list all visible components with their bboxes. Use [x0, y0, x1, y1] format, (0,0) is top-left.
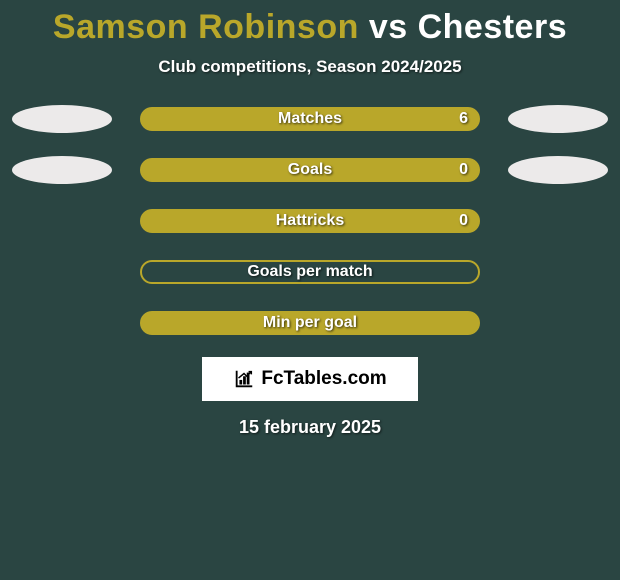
subtitle: Club competitions, Season 2024/2025: [0, 57, 620, 77]
branding-text: FcTables.com: [261, 368, 386, 390]
page-title: Samson Robinson vs Chesters: [0, 0, 620, 47]
stat-bar: Matches 6: [140, 107, 480, 131]
bar-chart-icon: [233, 368, 255, 390]
title-player2: Chesters: [418, 8, 568, 46]
stat-bar: Min per goal: [140, 311, 480, 335]
branding-box: FcTables.com: [202, 357, 418, 401]
stat-bar: Goals 0: [140, 158, 480, 182]
footer-date: 15 february 2025: [0, 417, 620, 438]
stat-label: Hattricks: [276, 212, 344, 230]
stats-container: Matches 6 Goals 0 Hattricks 0 Goals per match M…: [0, 105, 620, 337]
stat-label: Matches: [278, 110, 342, 128]
stat-bar: Goals per match: [140, 260, 480, 284]
player-marker-left: [12, 105, 112, 133]
stat-row: Goals 0: [0, 156, 620, 184]
player-marker-right: [508, 105, 608, 133]
stat-value: 0: [459, 161, 468, 179]
stat-row: Hattricks 0: [0, 207, 620, 235]
title-vs: vs: [369, 8, 408, 46]
stat-row: Goals per match: [0, 258, 620, 286]
stat-row: Matches 6: [0, 105, 620, 133]
player-marker-left: [12, 156, 112, 184]
stat-bar: Hattricks 0: [140, 209, 480, 233]
stat-label: Goals: [288, 161, 332, 179]
stat-value: 6: [459, 110, 468, 128]
stat-label: Goals per match: [247, 263, 372, 281]
stat-value: 0: [459, 212, 468, 230]
title-player1: Samson Robinson: [53, 8, 359, 46]
stat-row: Min per goal: [0, 309, 620, 337]
stat-label: Min per goal: [263, 314, 357, 332]
player-marker-right: [508, 156, 608, 184]
